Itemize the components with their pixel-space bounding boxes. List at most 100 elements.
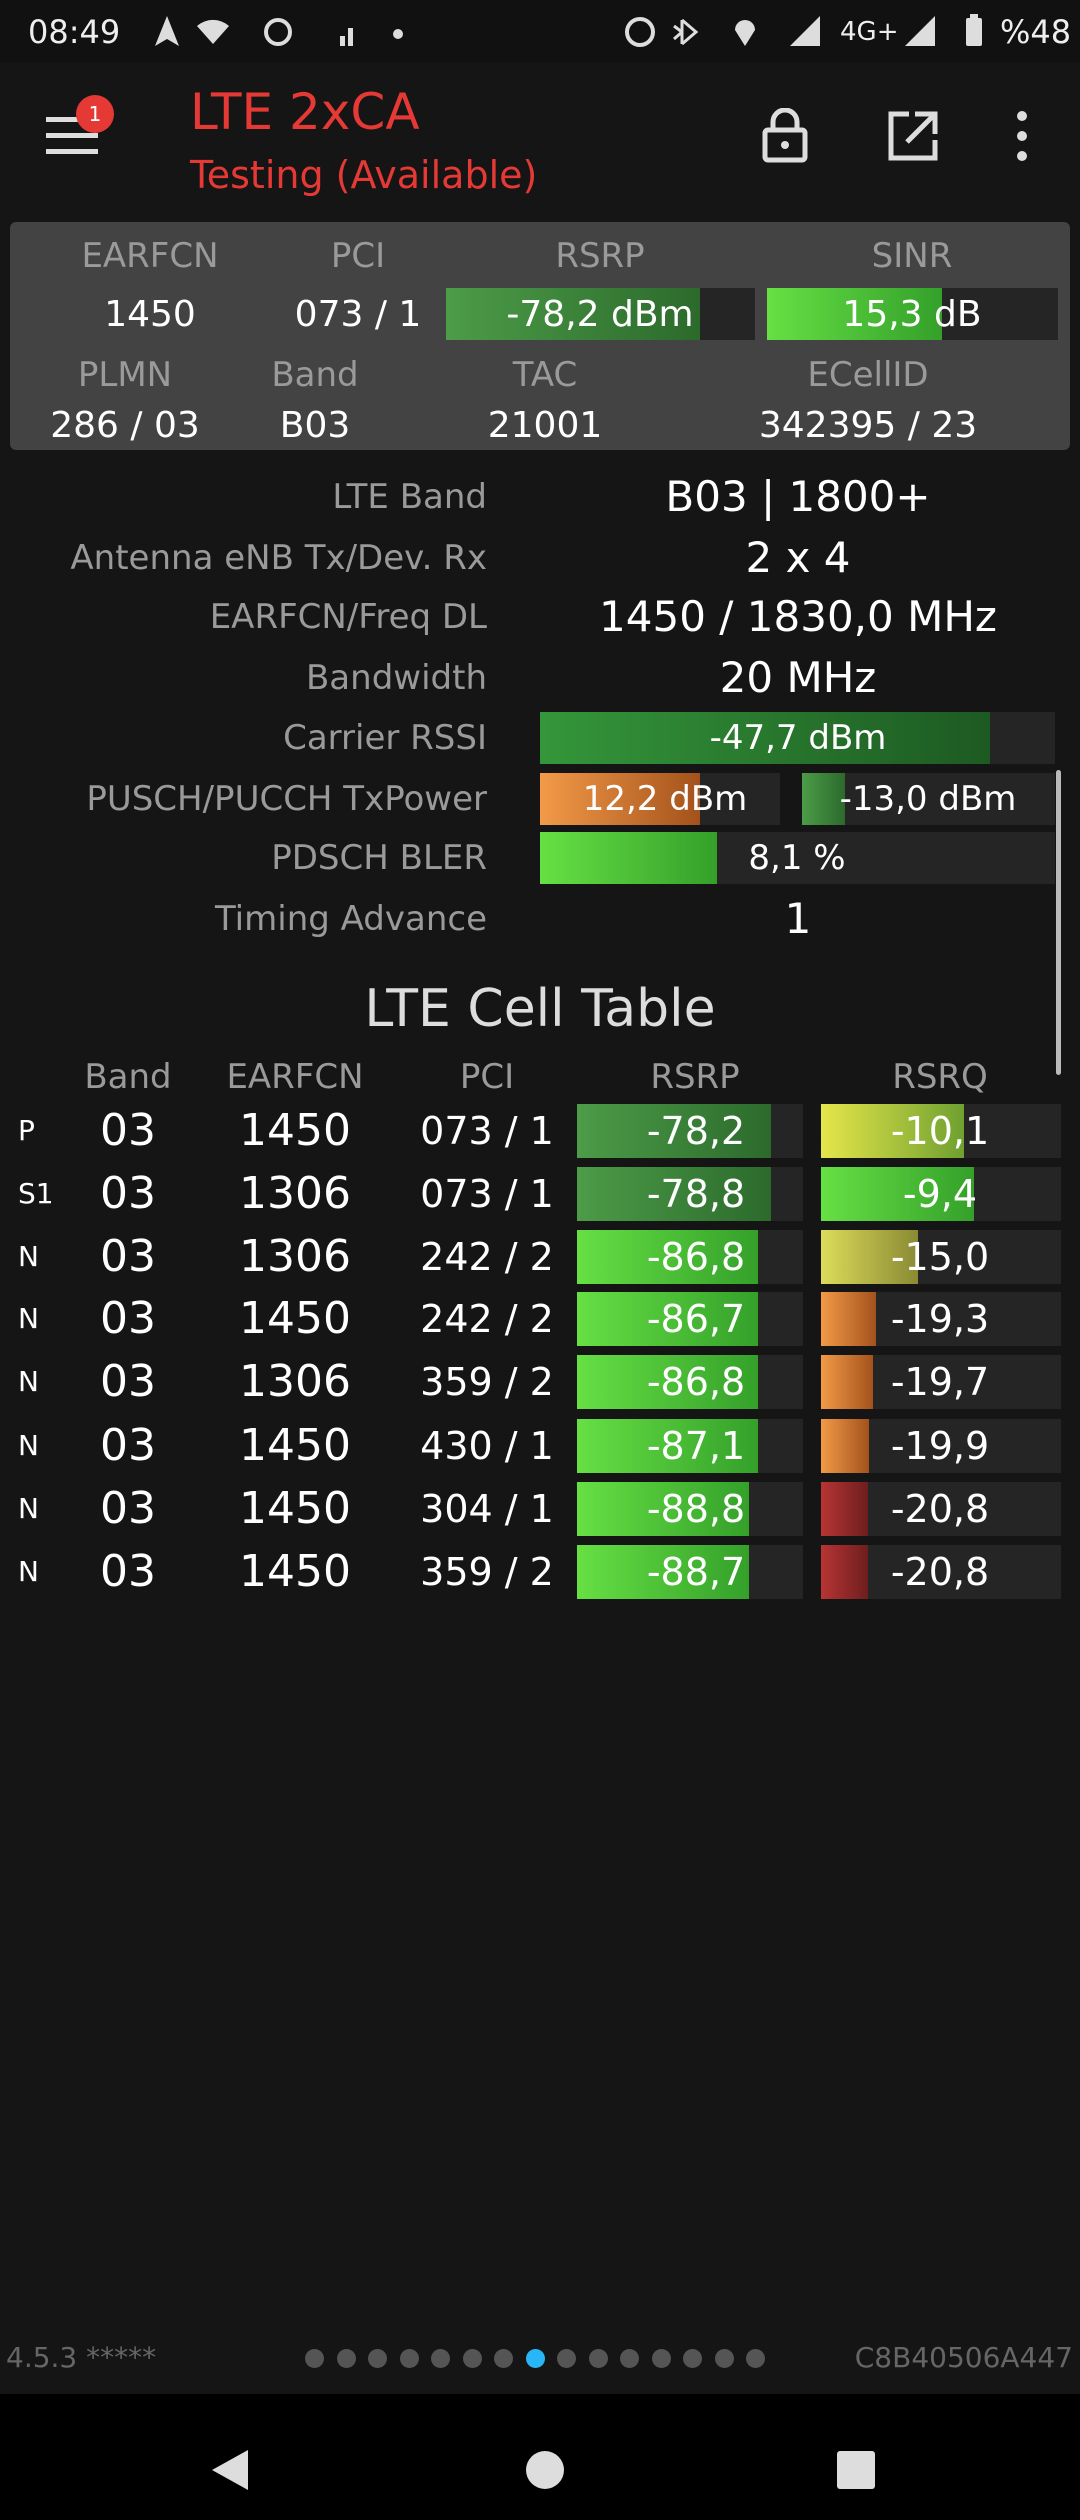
more-button[interactable] (1010, 110, 1034, 162)
summary-label: TAC (512, 355, 578, 395)
page-dot (305, 2349, 324, 2368)
bler-bar (540, 832, 717, 884)
detail-label: Carrier RSSI (283, 718, 487, 758)
rsrp-cell-bar (577, 1230, 758, 1284)
cell-band: 03 (100, 1168, 156, 1219)
battery-icon (966, 14, 982, 46)
lock-button[interactable] (760, 108, 810, 164)
page-dot (399, 2349, 419, 2368)
cell-rsrp: -87,1 (646, 1424, 746, 1468)
cell-band: 03 (100, 1546, 156, 1597)
page-dot (557, 2349, 576, 2368)
column-header: RSRP (650, 1057, 740, 1097)
detail-value: B03 | 1800+ (665, 472, 931, 521)
cell-earfcn: 1450 (239, 1293, 351, 1344)
sinr-bar (767, 288, 942, 340)
cell-earfcn: 1450 (239, 1483, 351, 1534)
page-dot (714, 2349, 734, 2368)
rsrq-cell-bar (821, 1167, 974, 1221)
detail-value: 8,1 % (748, 838, 846, 878)
page-dot (651, 2349, 671, 2368)
rsrp-bar (446, 288, 700, 340)
cell-rsrq: -9,4 (902, 1172, 978, 1216)
menu-button[interactable] (46, 115, 102, 157)
page-dot (620, 2349, 639, 2368)
summary-value: 15,3 dB (842, 294, 982, 335)
rsrq-cell-bar (821, 1292, 876, 1346)
cell-band: 03 (100, 1356, 156, 1407)
status-bar (0, 0, 1080, 62)
cell-pci: 304 / 1 (420, 1487, 554, 1531)
cell-pci: 242 / 2 (420, 1297, 554, 1341)
summary-value: B03 (279, 405, 351, 446)
rsrp-cell-bar (577, 1419, 758, 1473)
signal-icon (905, 16, 935, 46)
share-button[interactable] (885, 108, 941, 164)
rsrp-cell-bar (577, 1292, 758, 1346)
rssi-bar (540, 712, 990, 764)
page-dot (683, 2349, 702, 2368)
cell-rsrq: -10,1 (890, 1109, 990, 1153)
cell-earfcn: 1306 (239, 1231, 351, 1282)
rsrp-cell-bar (577, 1355, 758, 1409)
rsrp-cell-bar (577, 1482, 749, 1536)
cell-band: 03 (100, 1293, 156, 1344)
device-id: C8B40506A447 (854, 2341, 1073, 2374)
title: LTE 2xCA (190, 83, 420, 141)
rsrq-cell-bar (821, 1482, 868, 1536)
summary-label: EARFCN (81, 236, 219, 276)
page-dot (746, 2349, 765, 2368)
cell-rsrp: -86,8 (646, 1235, 746, 1279)
cell-earfcn: 1450 (239, 1105, 351, 1156)
summary-label: RSRP (555, 236, 645, 276)
detail-value: 1 (784, 894, 812, 943)
page-dot (525, 2349, 545, 2368)
summary-value: -78,2 dBm (506, 294, 694, 335)
cell-rsrq: -20,8 (890, 1550, 990, 1594)
status-icons-right (625, 16, 820, 47)
cell-band: 03 (100, 1420, 156, 1471)
network-type: 4G+ (840, 17, 899, 47)
page-dot (588, 2349, 608, 2368)
cell-type: N (18, 1429, 39, 1462)
cell-type: N (18, 1302, 39, 1335)
cell-pci: 359 / 2 (420, 1550, 554, 1594)
cell-rsrp: -78,8 (646, 1172, 746, 1216)
rsrq-cell-bar (821, 1419, 869, 1473)
column-header: Band (84, 1057, 172, 1097)
battery-level: %48 (1000, 13, 1072, 51)
summary-value: 1450 (104, 294, 196, 335)
page-dot (494, 2349, 513, 2368)
detail-value: 2 x 4 (745, 533, 851, 582)
rsrq-cell-bar (821, 1104, 964, 1158)
cell-type: P (18, 1114, 35, 1147)
cell-rsrq: -19,7 (890, 1360, 990, 1404)
cell-pci: 430 / 1 (420, 1424, 554, 1468)
status-icons (155, 16, 403, 46)
summary-value: 073 / 1 (294, 294, 422, 335)
cell-pci: 359 / 2 (420, 1360, 554, 1404)
page-dot (336, 2349, 356, 2368)
rsrq-cell-bar (821, 1230, 918, 1284)
cell-rsrp: -86,7 (646, 1297, 746, 1341)
summary-value: 342395 / 23 (758, 405, 978, 446)
cell-band: 03 (100, 1483, 156, 1534)
page-dot (462, 2349, 482, 2368)
detail-label: Timing Advance (214, 899, 487, 939)
rsrp-cell-bar (577, 1545, 749, 1599)
cell-pci: 073 / 1 (420, 1109, 554, 1153)
version: 4.5.3 ***** (6, 2341, 157, 2374)
pusch-bar (540, 773, 700, 825)
cell-type: N (18, 1365, 39, 1398)
cell-rsrp: -88,8 (646, 1487, 746, 1531)
rsrp-cell-bar (577, 1104, 771, 1158)
detail-value: 1450 / 1830,0 MHz (599, 592, 997, 641)
rsrq-cell-bar (821, 1355, 873, 1409)
table-title: LTE Cell Table (364, 979, 716, 1039)
scrollbar (1056, 770, 1061, 1075)
subtitle: Testing (Available) (190, 153, 538, 197)
detail-value: 12,2 dBm (582, 779, 748, 819)
cell-pci: 242 / 2 (420, 1235, 554, 1279)
cell-band: 03 (100, 1105, 156, 1156)
summary-label: SINR (871, 236, 953, 276)
